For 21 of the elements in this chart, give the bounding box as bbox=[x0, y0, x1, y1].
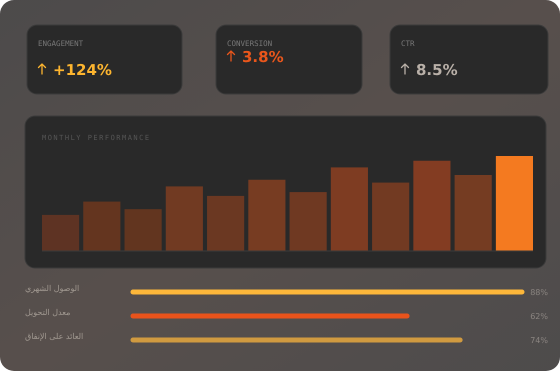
bar bbox=[290, 192, 327, 251]
bar bbox=[372, 182, 410, 251]
bar bbox=[83, 202, 120, 251]
bar bbox=[413, 160, 450, 251]
text: 8.5% bbox=[416, 61, 458, 79]
bar bbox=[330, 167, 368, 251]
bar bbox=[496, 156, 533, 251]
bar bbox=[248, 180, 286, 251]
bar bbox=[42, 214, 80, 251]
data-label: 74% bbox=[530, 336, 548, 345]
text: 3.8% bbox=[242, 48, 284, 66]
y-tick-label: العائد على الإنفاق bbox=[25, 332, 84, 341]
data-label: 88% bbox=[530, 288, 548, 297]
bar bbox=[454, 175, 492, 251]
bar bbox=[124, 209, 162, 251]
bar bbox=[166, 186, 203, 251]
y-tick-label: معدل التحويل bbox=[25, 308, 70, 317]
data-label: 62% bbox=[530, 312, 548, 321]
y-tick-label: الوصول الشهري bbox=[25, 284, 80, 293]
bar bbox=[207, 196, 244, 251]
text: +124% bbox=[53, 61, 112, 79]
